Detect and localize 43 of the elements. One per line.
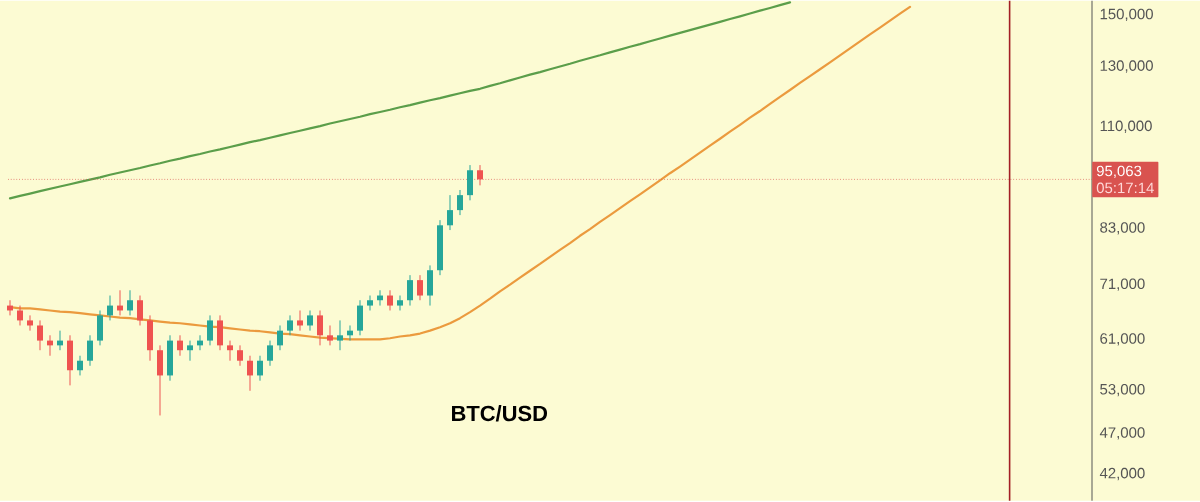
candlestick [317, 310, 324, 347]
candlestick [477, 164, 484, 187]
candlestick [247, 355, 254, 392]
candlestick [107, 295, 114, 322]
candlestick [397, 295, 404, 312]
y-tick-label: 83,000 [1100, 222, 1145, 235]
candlestick [297, 310, 304, 332]
candlestick [17, 305, 24, 327]
candlestick [367, 295, 374, 312]
y-tick-label: 47,000 [1099, 427, 1145, 440]
candlestick [87, 335, 94, 367]
ref-line-label: 95,063 [1096, 165, 1142, 179]
candlestick [307, 310, 314, 332]
candlestick [177, 335, 184, 357]
candlestick [337, 320, 344, 351]
y-tick-label: 71,000 [1100, 278, 1145, 292]
y-tick-label: 53,000 [1100, 384, 1145, 397]
candlestick [457, 189, 464, 216]
candlestick [417, 274, 424, 301]
y-tick-label: 150,000 [1100, 8, 1153, 22]
candlestick [187, 340, 194, 362]
candlestick [257, 355, 264, 382]
candlestick [27, 315, 34, 332]
candlestick [407, 274, 414, 307]
text: 05:17:14 [1096, 182, 1154, 194]
candlestick [387, 289, 394, 312]
candlestick [287, 315, 294, 337]
candlestick [77, 355, 84, 377]
candlestick [207, 315, 214, 347]
y-tick-label: 42,000 [1099, 468, 1145, 481]
y-tick-label: 130,000 [1100, 60, 1153, 73]
candlestick [277, 325, 284, 351]
candlestick [137, 295, 144, 327]
candlestick [37, 320, 44, 351]
candlestick [227, 340, 234, 362]
candlestick [237, 345, 244, 367]
y-tick-label: 110,000 [1100, 120, 1152, 134]
annotation: BTC/USD [452, 405, 548, 422]
candlestick [127, 289, 134, 317]
candlestick [267, 340, 274, 367]
y-tick-label: 61,000 [1100, 333, 1145, 346]
candlestick [327, 325, 334, 347]
candlestick [447, 194, 454, 231]
